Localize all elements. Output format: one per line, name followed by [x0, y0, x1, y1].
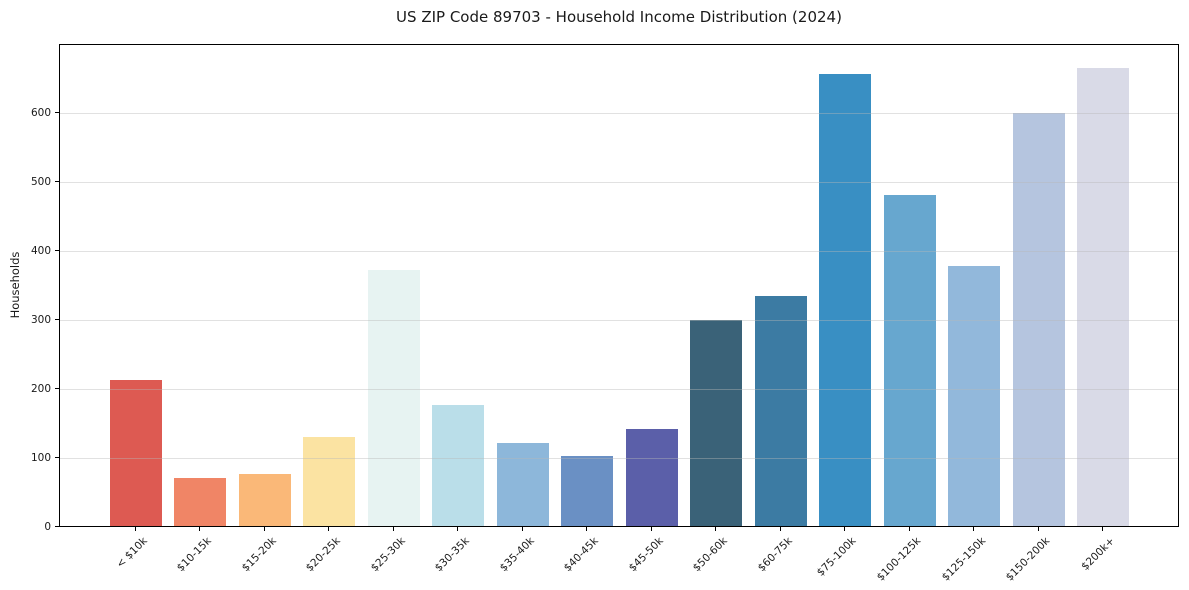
x-tick-label: $25-30k	[368, 535, 408, 575]
y-tick-mark	[55, 112, 59, 113]
x-tick-mark	[199, 527, 201, 531]
y-tick-mark	[55, 388, 59, 389]
x-tick-mark	[844, 527, 846, 531]
bar-$15-20k	[238, 473, 291, 526]
x-tick-label: $40-45k	[561, 535, 601, 575]
y-tick-label: 500	[30, 176, 51, 188]
x-tick-label: $60-75k	[755, 535, 795, 575]
x-tick-mark	[457, 527, 459, 531]
x-tick-mark	[650, 527, 652, 531]
x-tick-label: $50-60k	[690, 535, 730, 575]
x-tick-mark	[392, 527, 394, 531]
bar-$10-15k	[174, 478, 227, 526]
x-tick-mark	[1102, 527, 1104, 531]
bar-$100-125k	[883, 194, 936, 526]
x-tick-mark	[1037, 527, 1039, 531]
y-tick-label: 600	[30, 107, 51, 119]
bar-< $10k	[109, 379, 162, 526]
y-tick-label: 200	[30, 383, 51, 395]
bar-$150-200k	[1012, 113, 1065, 526]
x-tick-mark	[779, 527, 781, 531]
chart-title: US ZIP Code 89703 - Household Income Dis…	[396, 8, 842, 26]
bar-$45-50k	[625, 429, 678, 526]
x-tick-label: $20-25k	[303, 535, 343, 575]
y-tick-label: 0	[44, 521, 51, 533]
bar-$40-45k	[561, 456, 614, 526]
bar-$30-35k	[432, 404, 485, 526]
bar-$200k+	[1077, 67, 1130, 526]
x-tick-mark	[134, 527, 136, 531]
x-tick-label: $150-200k	[1003, 535, 1053, 584]
y-tick-mark	[55, 319, 59, 320]
gridline-300	[60, 320, 1178, 321]
y-tick-mark	[55, 250, 59, 251]
gridline-100	[60, 458, 1178, 459]
x-tick-label: $100-125k	[874, 535, 924, 584]
bar-$35-40k	[496, 442, 549, 526]
x-tick-label: $75-100k	[814, 535, 859, 579]
y-tick-label: 400	[30, 245, 51, 257]
x-tick-label: $35-40k	[497, 535, 537, 575]
bar-$20-25k	[303, 437, 356, 526]
gridline-500	[60, 182, 1178, 183]
x-tick-label: $10-15k	[174, 535, 214, 575]
x-tick-label: $45-50k	[626, 535, 666, 575]
x-tick-mark	[328, 527, 330, 531]
x-tick-label: < $10k	[113, 535, 150, 571]
x-tick-mark	[973, 527, 975, 531]
y-axis-label: Households	[8, 251, 22, 319]
bar-$50-60k	[690, 319, 743, 526]
x-tick-label: $125-150k	[939, 535, 988, 584]
plot-area	[59, 44, 1179, 527]
y-tick-mark	[55, 181, 59, 182]
x-tick-label: $200k+	[1078, 535, 1117, 573]
y-tick-label: 100	[30, 452, 51, 464]
x-tick-mark	[908, 527, 910, 531]
x-tick-mark	[715, 527, 717, 531]
bar-$60-75k	[754, 295, 807, 526]
gridline-600	[60, 113, 1178, 114]
gridline-400	[60, 251, 1178, 252]
gridline-200	[60, 389, 1178, 390]
x-tick-mark	[263, 527, 265, 531]
x-tick-mark	[586, 527, 588, 531]
bar-$75-100k	[819, 74, 872, 526]
x-tick-label: $30-35k	[432, 535, 472, 575]
bar-$125-150k	[948, 265, 1001, 526]
y-tick-label: 300	[30, 314, 51, 326]
y-tick-mark	[55, 457, 59, 458]
y-tick-mark	[55, 526, 59, 527]
x-tick-mark	[521, 527, 523, 531]
x-tick-label: $15-20k	[239, 535, 279, 575]
bar-$25-30k	[367, 270, 420, 526]
